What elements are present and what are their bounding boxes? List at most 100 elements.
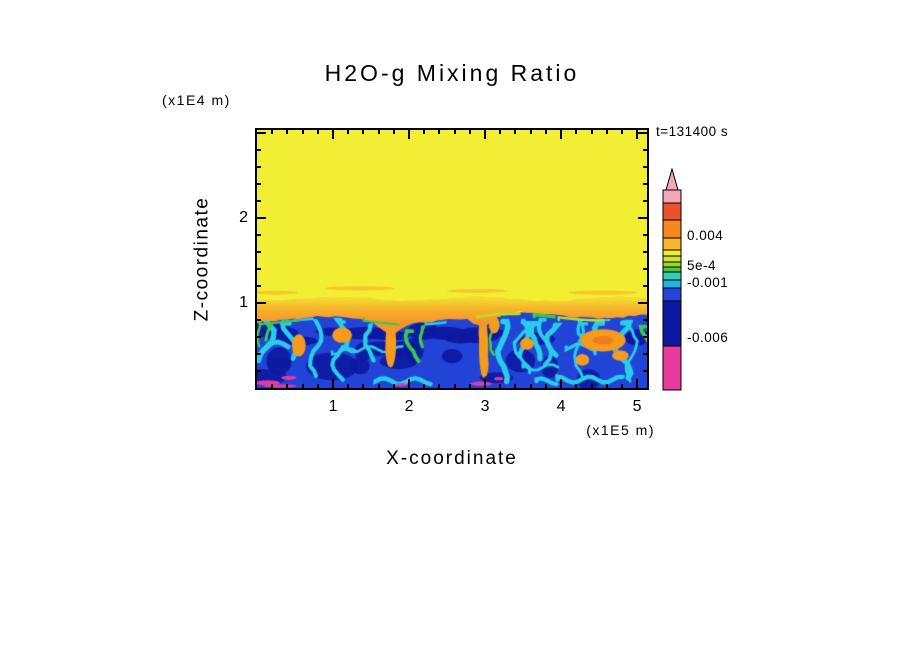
- y-tick-label: 2: [239, 208, 248, 226]
- axis-tick: [347, 384, 349, 388]
- axis-tick: [257, 200, 261, 202]
- axis-tick: [643, 200, 647, 202]
- contour-field-canvas: [257, 130, 647, 388]
- axis-tick: [621, 130, 623, 134]
- axis-tick: [332, 379, 334, 388]
- y-axis-label: Z-coordinate: [191, 196, 213, 322]
- axis-tick: [591, 130, 593, 134]
- axis-tick: [378, 130, 380, 134]
- colorbar-segment: [662, 189, 682, 204]
- axis-tick: [438, 130, 440, 134]
- axis-tick: [575, 384, 577, 388]
- axis-tick: [643, 234, 647, 236]
- axis-tick: [638, 217, 647, 219]
- axis-tick: [638, 302, 647, 304]
- axis-tick: [643, 251, 647, 253]
- colorbar-labels: 0.004 5e-4 -0.001 -0.006: [687, 168, 767, 391]
- axis-tick: [638, 132, 647, 134]
- x-tick-labels: 1 2 3 4 5: [257, 398, 647, 420]
- y-axis-units: (x1E4 m): [162, 92, 231, 108]
- axis-tick: [469, 384, 471, 388]
- axis-tick: [530, 384, 532, 388]
- colorbar-arrow: [665, 168, 679, 191]
- axis-tick: [302, 130, 304, 134]
- colorbar-label: 0.004: [687, 228, 724, 243]
- axis-tick: [606, 130, 608, 134]
- x-axis-units: (x1E5 m): [586, 422, 655, 438]
- axis-tick: [643, 353, 647, 355]
- axis-tick: [257, 183, 261, 185]
- colorbar-segment: [662, 219, 682, 239]
- axis-tick: [423, 130, 425, 134]
- axis-tick: [271, 384, 273, 388]
- axis-tick: [643, 166, 647, 168]
- x-tick-label: 3: [480, 398, 490, 415]
- axis-tick: [332, 130, 334, 139]
- colorbar: [662, 168, 682, 391]
- axis-tick: [484, 130, 486, 139]
- axis-tick: [408, 130, 410, 139]
- y-axis-label-wrap: Z-coordinate: [186, 128, 218, 390]
- plot-area: [255, 128, 649, 390]
- axis-tick: [621, 384, 623, 388]
- axis-tick: [286, 384, 288, 388]
- axis-tick: [378, 384, 380, 388]
- axis-tick: [257, 302, 266, 304]
- axis-tick: [545, 130, 547, 134]
- colorbar-segment: [662, 266, 682, 273]
- axis-tick: [423, 384, 425, 388]
- axis-tick: [499, 130, 501, 134]
- axis-tick: [636, 379, 638, 388]
- axis-tick: [257, 370, 261, 372]
- axis-tick: [643, 336, 647, 338]
- axis-tick: [530, 130, 532, 134]
- x-tick-label: 5: [632, 398, 642, 415]
- axis-tick: [257, 149, 261, 151]
- axis-tick: [257, 268, 261, 270]
- axis-tick: [575, 130, 577, 134]
- colorbar-label: 5e-4: [687, 258, 717, 273]
- axis-tick: [257, 234, 261, 236]
- colorbar-segment: [662, 255, 682, 263]
- axis-tick: [454, 384, 456, 388]
- axis-tick: [560, 379, 562, 388]
- axis-tick: [643, 183, 647, 185]
- colorbar-segment: [662, 249, 682, 257]
- colorbar-label: -0.001: [687, 275, 729, 290]
- axis-tick: [643, 285, 647, 287]
- axis-tick: [514, 130, 516, 134]
- axis-tick: [302, 384, 304, 388]
- axis-tick: [362, 384, 364, 388]
- axis-tick: [643, 319, 647, 321]
- axis-tick: [362, 130, 364, 134]
- axis-tick: [257, 166, 261, 168]
- axis-tick: [257, 285, 261, 287]
- colorbar-segment: [662, 300, 682, 347]
- axis-tick: [257, 217, 266, 219]
- x-axis-label: X-coordinate: [386, 448, 518, 469]
- axis-tick: [454, 130, 456, 134]
- x-tick-label: 4: [556, 398, 566, 415]
- axis-tick: [438, 384, 440, 388]
- axis-tick: [545, 384, 547, 388]
- axis-tick: [286, 130, 288, 134]
- x-tick-label: 2: [404, 398, 414, 415]
- colorbar-segment: [662, 237, 682, 251]
- axis-tick: [257, 251, 261, 253]
- axis-tick: [347, 130, 349, 134]
- axis-tick: [271, 130, 273, 134]
- axis-tick: [257, 319, 261, 321]
- chart-title: H2O-g Mixing Ratio: [324, 60, 580, 86]
- colorbar-segment: [662, 261, 682, 268]
- colorbar-segment: [662, 202, 682, 221]
- axis-tick: [514, 384, 516, 388]
- axis-tick: [257, 132, 266, 134]
- colorbar-segment: [662, 279, 682, 289]
- y-tick-label: 1: [239, 293, 248, 311]
- axis-tick: [408, 379, 410, 388]
- axis-tick: [469, 130, 471, 134]
- axis-tick: [643, 370, 647, 372]
- x-tick-label: 1: [328, 398, 338, 415]
- axis-tick: [643, 149, 647, 151]
